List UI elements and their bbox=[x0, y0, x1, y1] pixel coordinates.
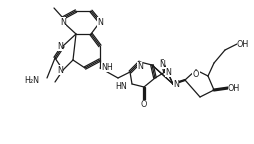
Text: HN: HN bbox=[115, 82, 126, 90]
Text: O: O bbox=[140, 100, 147, 109]
Text: N: N bbox=[57, 66, 63, 74]
Text: O: O bbox=[192, 70, 198, 79]
Text: OH: OH bbox=[236, 39, 248, 49]
Text: N: N bbox=[60, 18, 66, 26]
Text: N: N bbox=[97, 18, 103, 26]
Text: NH: NH bbox=[101, 63, 113, 72]
Text: N: N bbox=[172, 79, 178, 89]
Text: N: N bbox=[57, 41, 63, 51]
Text: H₂N: H₂N bbox=[24, 75, 39, 85]
Text: OH: OH bbox=[227, 84, 239, 92]
Text: N: N bbox=[158, 60, 164, 69]
Text: N: N bbox=[164, 68, 170, 76]
Text: N: N bbox=[137, 62, 142, 71]
